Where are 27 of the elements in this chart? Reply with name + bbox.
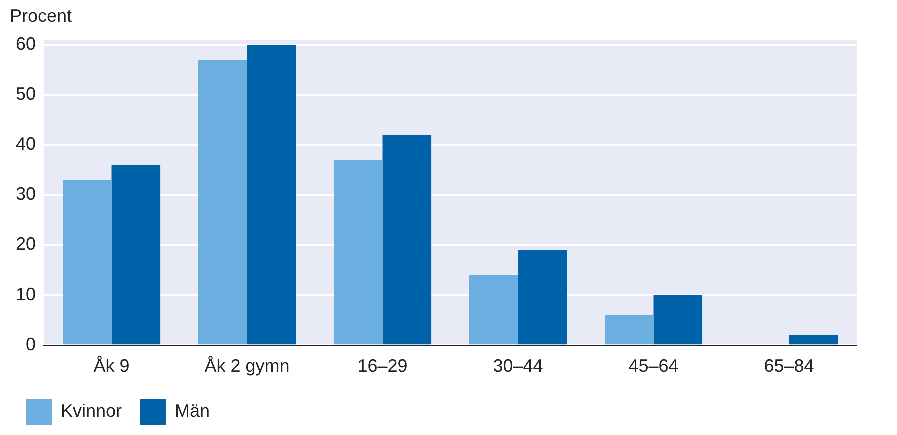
bar [604, 315, 654, 345]
y-tick-label: 20 [16, 234, 36, 254]
bar [654, 295, 703, 345]
legend-label: Kvinnor [61, 400, 122, 421]
x-tick-label: 16–29 [358, 356, 408, 376]
legend-label: Män [175, 400, 210, 421]
x-tick-label: Åk 9 [94, 356, 130, 376]
bar [334, 160, 383, 345]
bar [382, 135, 432, 345]
y-tick-label: 50 [16, 84, 36, 104]
bar [112, 165, 161, 345]
bar [789, 335, 838, 345]
bar [198, 60, 248, 345]
y-tick-label: 60 [16, 34, 36, 54]
x-tick-label: 45–64 [628, 356, 679, 376]
bar [469, 275, 518, 345]
y-axis-title: Procent [10, 6, 72, 26]
y-tick-label: 40 [16, 134, 36, 154]
y-tick-label: 30 [16, 184, 36, 204]
x-tick-label: 65–84 [764, 356, 814, 376]
bar [518, 250, 568, 345]
bar [247, 45, 296, 345]
x-tick-label: Åk 2 gymn [204, 356, 290, 376]
x-tick-label: 30–44 [493, 356, 544, 376]
y-tick-label: 0 [26, 334, 36, 354]
bar [62, 180, 112, 345]
y-tick-label: 10 [16, 284, 36, 304]
